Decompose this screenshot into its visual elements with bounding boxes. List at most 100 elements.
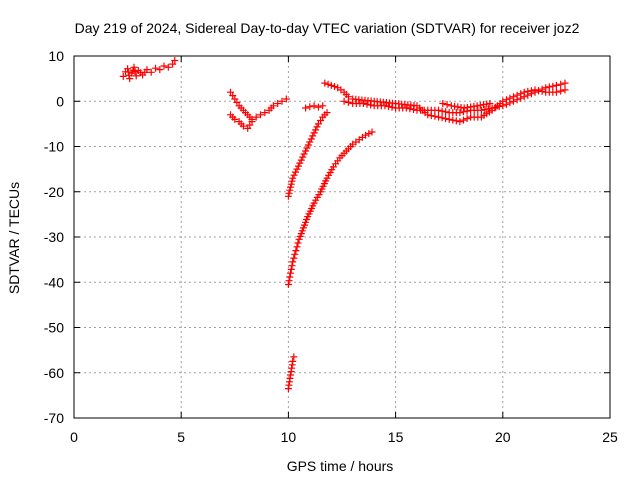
data-point xyxy=(171,57,179,64)
data-point xyxy=(130,63,138,71)
data-point xyxy=(290,353,298,361)
data-point-interp xyxy=(331,83,338,90)
data-point xyxy=(284,281,292,288)
data-point-interp xyxy=(460,108,467,116)
data-point-interp xyxy=(324,80,332,88)
data-point-interp xyxy=(538,87,546,95)
data-point xyxy=(302,147,310,155)
data-point xyxy=(327,81,335,89)
data-point-interp xyxy=(463,115,471,123)
data-point-interp xyxy=(287,180,295,188)
data-point xyxy=(287,269,294,277)
axis-ticks: 0 5 10 15 20 25 10 0 -10 -20 -30 -40 -50 -60 -70 xyxy=(44,48,618,445)
data-point xyxy=(156,66,164,74)
data-point xyxy=(310,129,318,137)
data-point-interp xyxy=(288,262,296,270)
data-point-interp xyxy=(517,90,525,98)
data-point-interp xyxy=(299,153,307,161)
data-point xyxy=(319,102,327,110)
data-point-interp xyxy=(344,98,352,106)
data-point xyxy=(314,103,322,111)
data-point xyxy=(510,93,517,101)
data-point-interp xyxy=(513,91,521,99)
data-point-interp xyxy=(124,68,132,76)
data-point-interp xyxy=(557,80,565,88)
y-tick-label: 0 xyxy=(56,93,64,109)
data-point xyxy=(435,113,442,121)
x-tick-label: 15 xyxy=(388,429,404,445)
data-point-interp xyxy=(288,177,296,185)
series-5 xyxy=(284,353,298,393)
data-point xyxy=(499,97,507,105)
data-point xyxy=(552,81,560,89)
data-point xyxy=(289,357,297,365)
data-point-interp xyxy=(293,243,301,251)
data-point xyxy=(306,103,314,111)
data-point-interp xyxy=(286,186,294,194)
data-point xyxy=(368,128,376,136)
data-point-interp xyxy=(287,265,295,273)
data-point xyxy=(561,79,569,87)
data-point xyxy=(231,115,239,123)
data-point-interp xyxy=(449,116,457,124)
data-point-interp xyxy=(363,100,371,108)
data-point xyxy=(340,97,348,105)
x-tick-label: 20 xyxy=(495,429,511,445)
data-point xyxy=(439,100,447,107)
chart-title: Day 219 of 2024, Sidereal Day-to-day VTE… xyxy=(75,20,580,36)
data-point xyxy=(552,88,560,96)
data-point xyxy=(143,66,151,74)
data-point xyxy=(310,102,318,110)
data-marks xyxy=(119,57,569,393)
data-point xyxy=(274,100,282,107)
x-tick-label: 25 xyxy=(602,429,618,445)
y-tick-label: -30 xyxy=(44,229,64,245)
series-1 xyxy=(119,57,179,83)
data-point xyxy=(257,111,264,119)
x-axis-label: GPS time / hours xyxy=(287,458,394,474)
data-point xyxy=(284,192,292,200)
data-point xyxy=(293,165,301,173)
series-7 xyxy=(321,79,352,101)
data-point-interp xyxy=(309,132,317,140)
data-point xyxy=(269,102,277,110)
data-point-interp xyxy=(442,115,450,123)
data-point-interp xyxy=(524,87,532,95)
data-point xyxy=(561,86,569,94)
data-point-interp xyxy=(460,116,467,124)
data-point-interp xyxy=(431,112,439,120)
y-tick-label: -20 xyxy=(44,184,64,200)
data-point xyxy=(252,113,260,121)
x-tick-label: 0 xyxy=(70,429,78,445)
y-axis-label: SDTVAR / TECUs xyxy=(6,182,22,294)
data-point-interp xyxy=(481,106,489,113)
data-point xyxy=(456,109,464,117)
data-point-interp xyxy=(307,135,315,143)
data-point-interp xyxy=(365,130,373,138)
data-point-interp xyxy=(300,150,308,158)
series-8 xyxy=(340,79,569,126)
data-point xyxy=(248,118,256,126)
data-point xyxy=(456,118,464,126)
data-point xyxy=(424,111,432,119)
data-point xyxy=(124,65,132,73)
data-point xyxy=(119,72,127,80)
data-point xyxy=(323,109,331,117)
y-tick-label: 10 xyxy=(48,48,64,64)
data-point xyxy=(132,72,140,80)
data-point xyxy=(282,95,290,103)
data-point-interp xyxy=(296,159,304,167)
data-point-interp xyxy=(303,144,311,152)
data-point-interp xyxy=(290,171,298,179)
data-point-interp xyxy=(549,82,557,90)
series-2 xyxy=(227,88,290,132)
data-point xyxy=(520,88,528,96)
data-point-interp xyxy=(292,168,299,176)
data-point-interp xyxy=(442,108,450,116)
data-point-interp xyxy=(452,117,460,125)
data-point xyxy=(435,106,442,114)
data-point-interp xyxy=(304,141,312,149)
data-point-interp xyxy=(313,123,321,131)
y-tick-label: -70 xyxy=(44,410,64,426)
data-point-interp xyxy=(485,105,492,113)
